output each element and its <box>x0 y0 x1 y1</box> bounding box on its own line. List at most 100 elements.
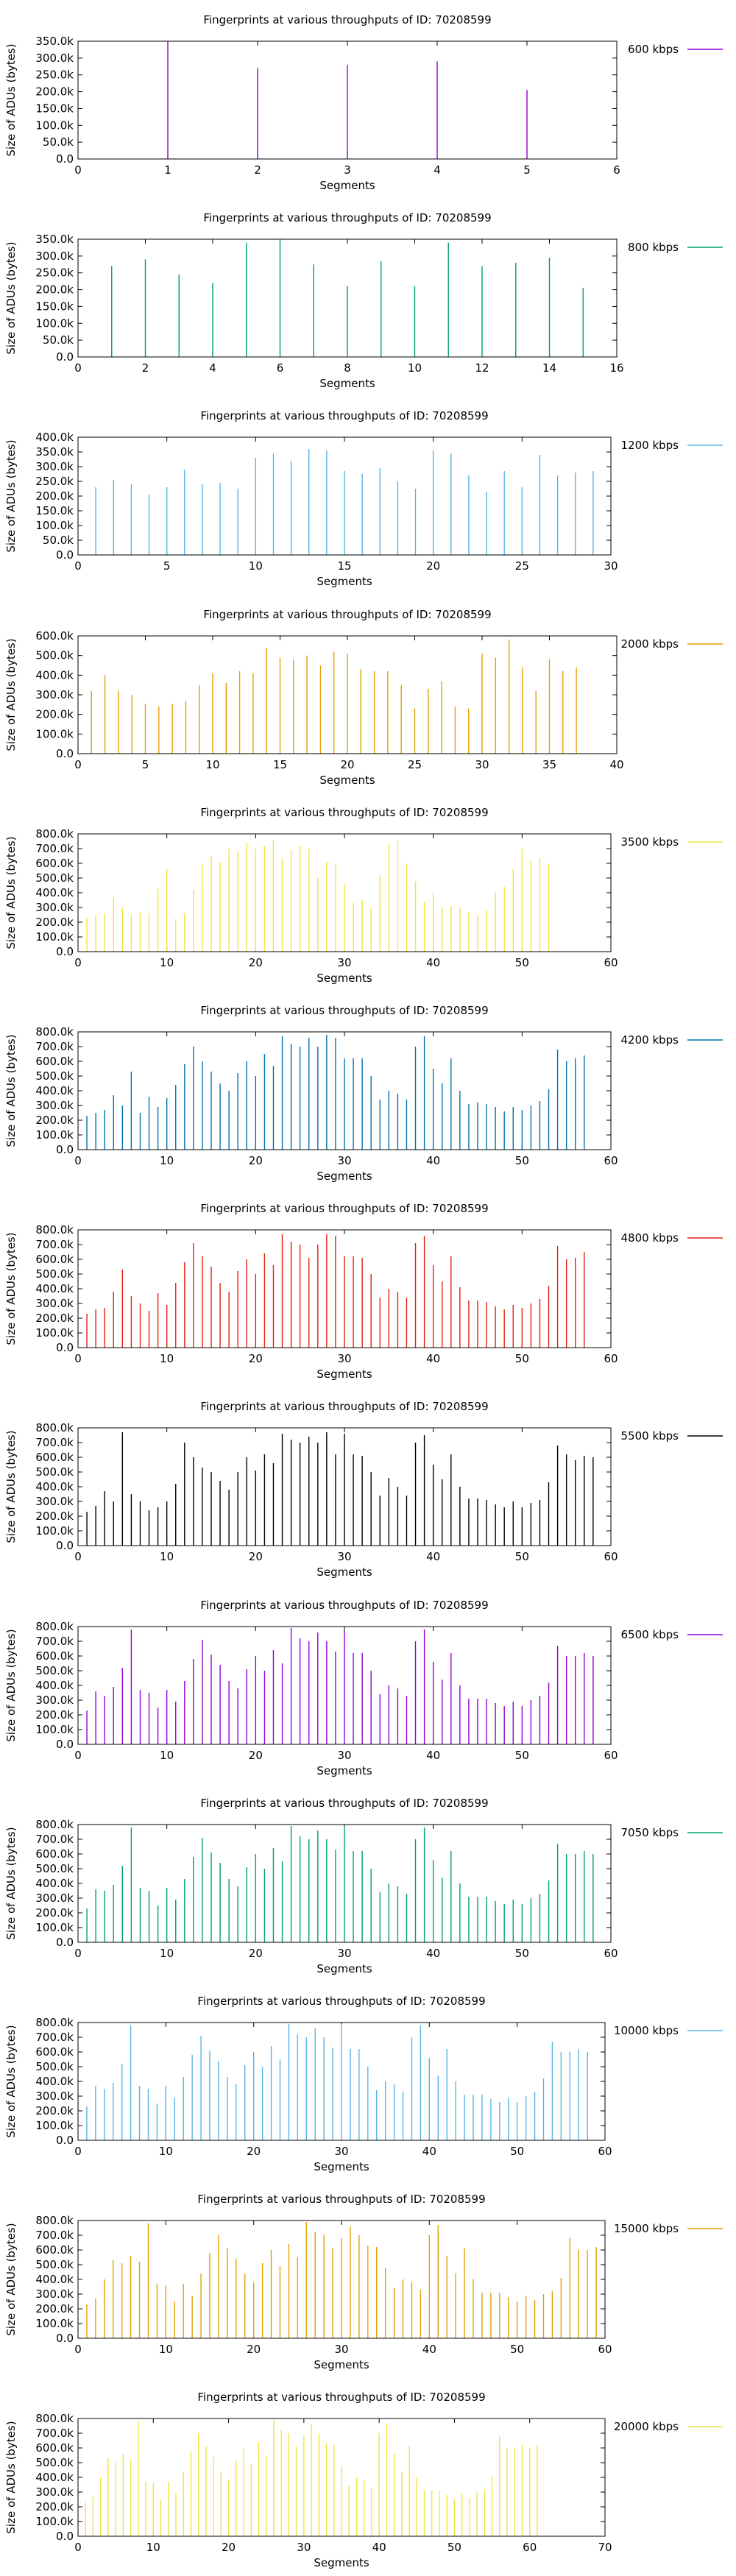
x-tick-label: 10 <box>160 1352 174 1365</box>
chart-title: Fingerprints at various throughputs of I… <box>203 211 491 224</box>
x-tick-label: 60 <box>598 2343 612 2356</box>
x-tick-label: 50 <box>510 2145 524 2158</box>
x-tick-label: 0 <box>74 1749 82 1762</box>
chart-panel-6: Fingerprints at various throughputs of I… <box>4 1202 723 1381</box>
legend-label: 1200 kbps <box>621 439 679 452</box>
y-tick-label: 700.0k <box>35 1238 74 1251</box>
y-axis-label: Size of ADUs (bytes) <box>4 1431 18 1543</box>
y-tick-label: 400.0k <box>35 1282 74 1295</box>
x-tick-label: 20 <box>249 1154 263 1167</box>
y-tick-label: 100.0k <box>35 118 74 132</box>
x-tick-label: 50 <box>515 1947 529 1960</box>
y-tick-label: 300.0k <box>35 1694 74 1707</box>
x-tick-label: 20 <box>249 1947 263 1960</box>
y-tick-label: 100.0k <box>35 316 74 330</box>
x-tick-label: 0 <box>74 1154 82 1167</box>
y-tick-label: 100.0k <box>35 1723 74 1736</box>
y-axis-label: Size of ADUs (bytes) <box>4 242 18 355</box>
legend-label: 7050 kbps <box>621 1826 679 1839</box>
y-tick-label: 300.0k <box>35 1099 74 1112</box>
x-tick-label: 20 <box>249 956 263 969</box>
y-tick-label: 700.0k <box>35 2031 74 2044</box>
x-tick-label: 60 <box>604 1947 618 1960</box>
y-tick-label: 500.0k <box>35 1069 74 1083</box>
x-axis-label: Segments <box>316 575 372 588</box>
x-tick-label: 12 <box>475 361 489 375</box>
plot-frame <box>77 833 612 952</box>
x-tick-label: 25 <box>408 758 422 771</box>
legend-label: 4200 kbps <box>621 1033 679 1047</box>
y-tick-label: 100.0k <box>35 727 74 740</box>
x-tick-label: 15 <box>337 559 351 573</box>
y-tick-label: 200.0k <box>35 2500 74 2513</box>
plot-frame <box>77 635 618 754</box>
x-axis-label: Segments <box>316 1962 372 1975</box>
chart-panel-10: Fingerprints at various throughputs of I… <box>4 1995 723 2173</box>
y-tick-label: 0.0 <box>56 1143 74 1156</box>
y-tick-label: 100.0k <box>35 519 74 532</box>
y-tick-label: 400.0k <box>35 1679 74 1692</box>
chart-panel-2: Fingerprints at various throughputs of I… <box>4 409 723 588</box>
y-tick-label: 600.0k <box>35 1451 74 1464</box>
x-tick-label: 0 <box>74 956 82 969</box>
x-tick-label: 50 <box>515 956 529 969</box>
y-tick-label: 100.0k <box>35 1524 74 1538</box>
y-tick-label: 800.0k <box>35 1620 74 1633</box>
x-tick-label: 20 <box>340 758 354 771</box>
y-tick-label: 200.0k <box>35 2302 74 2315</box>
y-tick-label: 0.0 <box>56 747 74 760</box>
x-tick-label: 50 <box>515 1550 529 1563</box>
chart-panel-9: Fingerprints at various throughputs of I… <box>4 1797 723 1975</box>
y-tick-label: 350.0k <box>35 233 74 246</box>
x-tick-label: 0 <box>74 2541 82 2554</box>
x-tick-label: 4 <box>434 163 441 177</box>
x-tick-label: 0 <box>74 2145 82 2158</box>
x-tick-label: 20 <box>249 1749 263 1762</box>
x-tick-label: 10 <box>159 2145 173 2158</box>
y-axis-label: Size of ADUs (bytes) <box>4 2421 18 2534</box>
y-tick-label: 500.0k <box>35 2258 74 2271</box>
y-tick-label: 600.0k <box>35 1253 74 1266</box>
y-tick-label: 200.0k <box>35 1510 74 1523</box>
y-tick-label: 100.0k <box>35 930 74 944</box>
y-tick-label: 700.0k <box>35 1040 74 1053</box>
x-tick-label: 0 <box>74 1352 82 1365</box>
y-tick-label: 200.0k <box>35 1312 74 1325</box>
x-tick-label: 14 <box>542 361 556 375</box>
y-tick-label: 700.0k <box>35 2427 74 2440</box>
legend-label: 20000 kbps <box>614 2420 679 2433</box>
y-tick-label: 500.0k <box>35 1664 74 1677</box>
y-tick-label: 600.0k <box>35 1649 74 1663</box>
y-tick-label: 150.0k <box>35 102 74 115</box>
x-tick-label: 30 <box>337 1550 351 1563</box>
plot-frame <box>77 436 612 556</box>
y-tick-label: 800.0k <box>35 1223 74 1236</box>
y-axis-label: Size of ADUs (bytes) <box>4 836 18 949</box>
plot-frame <box>77 2418 606 2537</box>
x-tick-label: 3 <box>344 163 351 177</box>
chart-title: Fingerprints at various throughputs of I… <box>197 1995 485 2008</box>
x-tick-label: 0 <box>74 559 82 573</box>
x-tick-label: 4 <box>209 361 216 375</box>
plot-frame <box>77 40 618 160</box>
y-tick-label: 800.0k <box>35 1025 74 1038</box>
plot-frame <box>77 2220 606 2339</box>
chart-title: Fingerprints at various throughputs of I… <box>200 1400 488 1413</box>
y-tick-label: 300.0k <box>35 2485 74 2499</box>
x-tick-label: 20 <box>249 1352 263 1365</box>
x-tick-label: 10 <box>249 559 263 573</box>
x-tick-label: 10 <box>160 1947 174 1960</box>
y-tick-label: 350.0k <box>35 445 74 459</box>
x-tick-label: 1 <box>164 163 171 177</box>
y-tick-label: 700.0k <box>35 842 74 855</box>
x-tick-label: 60 <box>604 1749 618 1762</box>
x-tick-label: 15 <box>273 758 287 771</box>
chart-title: Fingerprints at various throughputs of I… <box>203 13 491 26</box>
y-tick-label: 700.0k <box>35 1436 74 1449</box>
y-tick-label: 400.0k <box>35 2075 74 2088</box>
y-tick-label: 250.0k <box>35 475 74 488</box>
x-tick-label: 0 <box>74 758 82 771</box>
plot-frame <box>77 1229 612 1348</box>
x-tick-label: 20 <box>249 1550 263 1563</box>
